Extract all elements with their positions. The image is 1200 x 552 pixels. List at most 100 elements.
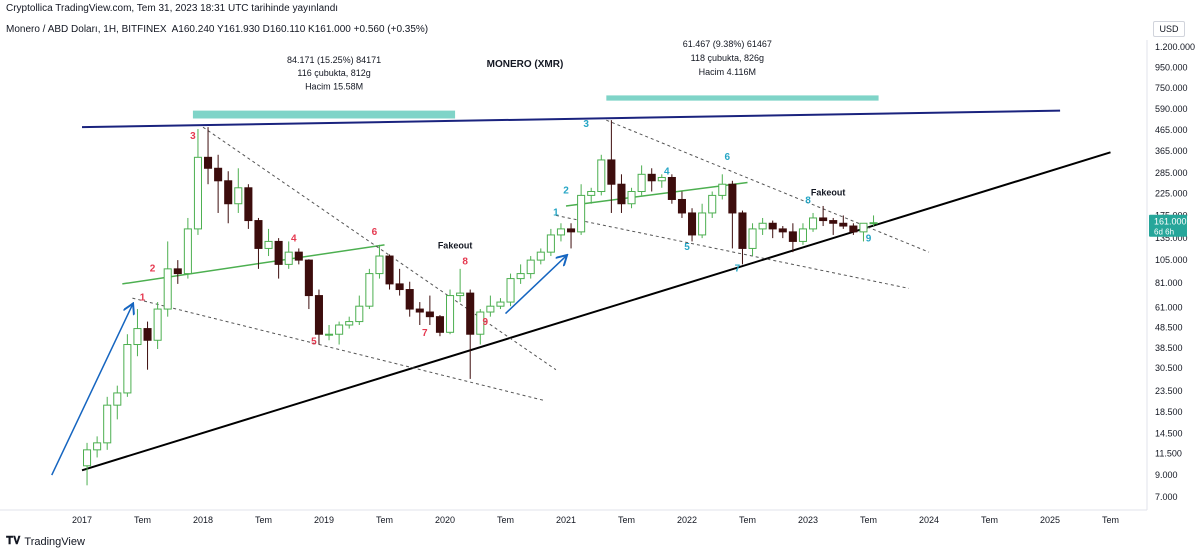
price-tick-label: 81.000: [1155, 278, 1183, 288]
time-tick-label: 2019: [314, 515, 334, 525]
candle: [375, 244, 384, 279]
wave2-6: 6: [725, 152, 731, 163]
measure-1-line2: 116 çubukta, 812g: [297, 68, 370, 78]
candle: [526, 256, 535, 279]
upper-resistance: [81, 109, 1061, 129]
candle: [627, 187, 636, 209]
currency-selector[interactable]: USD: [1153, 21, 1185, 37]
candle: [869, 215, 878, 227]
ohlc-values: A160.240 Y161.930 D160.110 K161.000 +0.5…: [171, 24, 429, 35]
candle: [365, 268, 374, 310]
candle: [325, 325, 334, 341]
candle: [607, 120, 616, 213]
candle: [718, 174, 727, 200]
candle: [435, 315, 444, 337]
wave1-2: 2: [150, 264, 156, 275]
price-tick-label: 9.000: [1155, 470, 1178, 480]
candle: [476, 309, 485, 345]
candle: [567, 223, 576, 249]
wave1-3: 3: [190, 131, 196, 142]
range-boxes: [192, 95, 879, 119]
candle: [546, 228, 555, 257]
candle: [314, 289, 323, 345]
tradingview-branding[interactable]: 𝐓𝐕 TradingView: [6, 535, 85, 548]
candle: [93, 436, 102, 458]
price-chart[interactable]: 84.171 (15.25%) 84171 116 çubukta, 812g Ha…: [0, 0, 1200, 530]
candle: [597, 154, 606, 196]
price-tick-label: 135.000: [1155, 233, 1188, 243]
candle: [284, 241, 293, 269]
candle: [335, 321, 344, 345]
range-box-1: [192, 110, 456, 119]
time-tick-label: 2023: [798, 515, 818, 525]
price-tick-label: 950.000: [1155, 62, 1188, 72]
candle: [244, 184, 253, 229]
candle: [193, 128, 202, 235]
wave2-7: 7: [735, 264, 741, 275]
price-tick-label: 225.000: [1155, 188, 1188, 198]
time-tick-label: 2025: [1040, 515, 1060, 525]
wave1-7: 7: [422, 328, 428, 339]
wave2-5: 5: [684, 242, 690, 253]
wave2-3: 3: [583, 119, 589, 130]
annotations: 84.171 (15.25%) 84171 116 çubukta, 812g Ha…: [140, 39, 872, 348]
candle: [688, 208, 697, 242]
price-tick-label: 61.000: [1155, 303, 1183, 313]
time-tick-label: Tem: [981, 515, 998, 525]
wave1-4: 4: [291, 233, 297, 244]
measure-1-line1: 84.171 (15.25%) 84171: [287, 55, 381, 65]
candle: [698, 203, 707, 239]
candle: [214, 154, 223, 213]
price-tick-label: 365.000: [1155, 146, 1188, 156]
candles: [83, 120, 878, 486]
price-tick-label: 30.500: [1155, 363, 1183, 373]
candle: [113, 385, 122, 420]
time-tick-label: Tem: [376, 515, 393, 525]
dash-1-upper: [202, 126, 557, 371]
time-tick-label: 2022: [677, 515, 697, 525]
chart-title: MONERO (XMR): [487, 59, 564, 70]
bar-countdown-label: 6d 6h: [1154, 228, 1174, 237]
time-tick-label: Tem: [134, 515, 151, 525]
time-tick-label: Tem: [618, 515, 635, 525]
publish-info: Cryptollica TradingView.com, Tem 31, 202…: [6, 3, 339, 14]
wave1-6: 6: [372, 227, 378, 238]
candle: [496, 298, 505, 310]
current-price-label: 161.000: [1154, 217, 1187, 227]
measure-1-line3: Hacim 15.58M: [305, 81, 363, 91]
candle: [667, 174, 676, 204]
candle: [133, 309, 142, 357]
time-tick-label: 2024: [919, 515, 939, 525]
price-tick-label: 11.500: [1155, 449, 1182, 459]
candle: [183, 217, 192, 279]
candle: [778, 226, 787, 239]
candle: [506, 273, 515, 307]
price-tick-label: 285.000: [1155, 168, 1188, 178]
time-tick-label: 2020: [435, 515, 455, 525]
time-tick-label: 2018: [193, 515, 213, 525]
arrows: [51, 256, 566, 476]
wave2-2: 2: [563, 185, 569, 196]
wave2-1: 1: [553, 207, 559, 218]
candle: [516, 264, 525, 284]
candle: [748, 223, 757, 257]
time-tick-label: Tem: [860, 515, 877, 525]
candle: [153, 302, 162, 350]
candle: [304, 259, 313, 310]
price-tick-label: 23.500: [1155, 386, 1183, 396]
candle: [264, 228, 273, 257]
symbol-name[interactable]: Monero / ABD Doları, 1H, BITFINEX: [6, 24, 167, 35]
fakeout-2: Fakeout: [811, 187, 846, 197]
candle: [829, 217, 838, 235]
candle: [849, 223, 858, 235]
arrow-1: [51, 305, 133, 476]
candle: [456, 268, 465, 303]
candle: [657, 174, 666, 188]
candle: [274, 238, 283, 279]
candle: [819, 205, 828, 227]
candle: [405, 281, 414, 317]
candle: [859, 222, 868, 242]
candle: [809, 212, 818, 232]
symbol-info: Monero / ABD Doları, 1H, BITFINEX A160.2…: [6, 24, 428, 35]
